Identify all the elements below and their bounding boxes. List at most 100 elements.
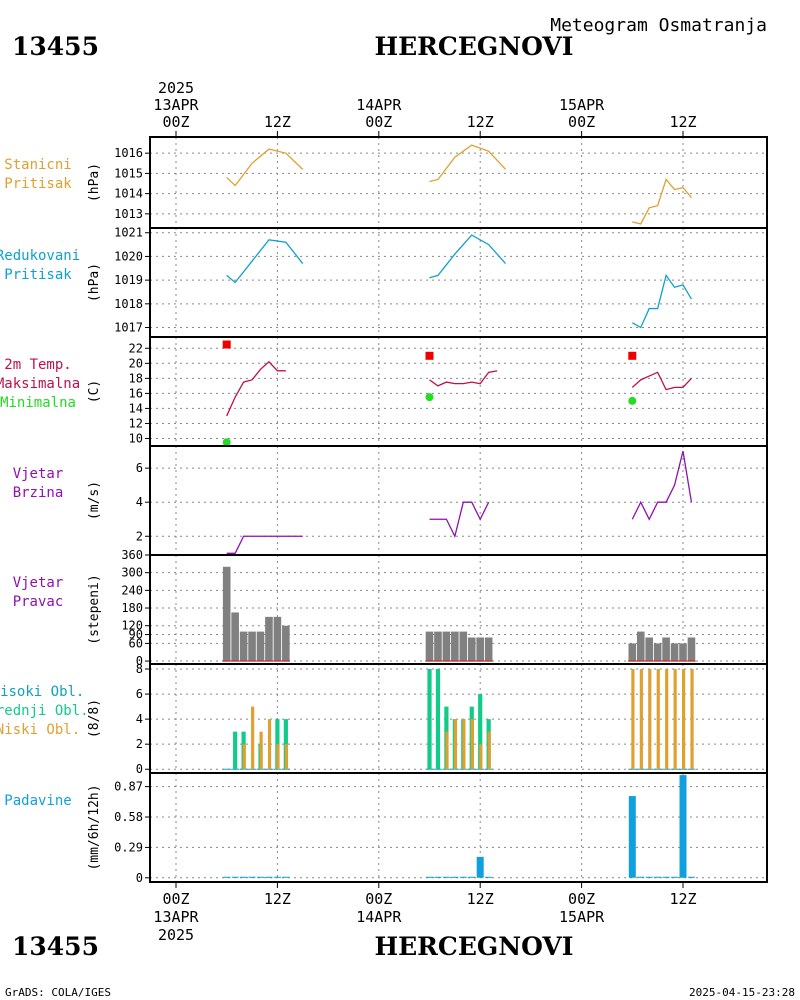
y-tick-label: 0 <box>136 762 143 776</box>
precip-bar <box>240 876 248 878</box>
cloud-bar <box>462 719 466 770</box>
panel-label-line: Padavine <box>4 793 71 809</box>
hour-label-bottom: 12Z <box>669 890 696 908</box>
wind-dir-bar <box>222 566 231 662</box>
panel-label-line: Niski Obl. <box>0 722 80 738</box>
precip-bar <box>687 876 695 878</box>
panel-label-line: Brzina <box>13 485 64 501</box>
panel-label-line: Pritisak <box>4 267 72 283</box>
day-label-bottom: 15APR <box>559 908 605 926</box>
panel-label-line: 2m Temp. <box>4 357 71 373</box>
precip-bar <box>662 876 670 878</box>
y-unit-label: (stepeni) <box>87 574 102 644</box>
hour-label-top: 12Z <box>669 113 696 131</box>
wind-dir-bar <box>670 643 679 662</box>
tmin-marker <box>222 438 231 447</box>
panel-1: 1013 1014 1015 1016 (hPa) Stanicni Pritisak <box>4 136 768 229</box>
wind-dir-bar <box>282 625 290 662</box>
precip-bar <box>257 876 264 878</box>
cloud-bar <box>435 669 441 770</box>
tmin-marker <box>628 396 637 405</box>
wind-dir-bar <box>273 616 282 662</box>
y-tick-label: 0.58 <box>114 810 143 824</box>
series-line <box>429 144 507 183</box>
wind-dir-bar <box>265 616 273 662</box>
series-line <box>429 501 490 539</box>
y-tick-label: 1013 <box>114 207 143 221</box>
y-tick-label: 8 <box>136 662 143 676</box>
cloud-bar <box>276 744 280 770</box>
station-name-top: HERCEGNOVI <box>374 32 573 61</box>
day-label-top: 14APR <box>356 96 402 114</box>
y-tick-label: 1021 <box>114 226 143 240</box>
y-tick-label: 1014 <box>114 187 143 201</box>
cloud-bar <box>478 694 483 770</box>
precip-bar <box>231 876 239 878</box>
precip-bar <box>248 876 256 878</box>
wind-dir-bar <box>451 631 459 662</box>
hour-label-bottom: 00Z <box>365 890 392 908</box>
day-label-top: 13APR <box>153 96 199 114</box>
hour-label-bottom: 12Z <box>264 890 291 908</box>
cloud-bar <box>656 669 660 770</box>
y-tick-label: 0 <box>136 871 143 885</box>
panel-label-line: Srednji Obl. <box>0 703 89 719</box>
hour-label-top: 00Z <box>162 113 189 131</box>
y-tick-label: 1017 <box>114 321 143 335</box>
cloud-bar <box>648 669 652 770</box>
y-tick-label: 6 <box>136 461 143 475</box>
product-title: Meteogram Osmatranja <box>550 15 767 36</box>
y-tick-label: 12 <box>129 416 143 430</box>
wind-dir-bar <box>636 631 645 662</box>
wind-dir-bar <box>628 643 637 662</box>
precip-bar <box>679 775 687 878</box>
y-unit-label: (m/s) <box>87 481 102 520</box>
y-unit-label: (mm/6h/12h) <box>87 784 102 870</box>
precip-bar <box>459 876 467 878</box>
series-line <box>226 360 286 417</box>
y-tick-label: 300 <box>121 566 143 580</box>
wind-dir-bar <box>484 637 493 662</box>
y-unit-label: (hPa) <box>87 263 102 302</box>
panel-frame <box>149 336 768 447</box>
wind-dir-bar <box>239 631 248 662</box>
hour-label-bottom: 12Z <box>467 890 494 908</box>
tmax-marker <box>425 351 434 360</box>
wind-dir-bar <box>442 631 451 662</box>
cloud-bar <box>259 731 263 770</box>
wind-dir-bar <box>256 631 265 662</box>
series-line <box>631 273 693 329</box>
timestamp-label: 2025-04-15-23:28 <box>689 986 795 999</box>
panel-6: 0 2 4 6 8 (8/8)Visoki Obl. Srednji Obl. Niski O… <box>0 662 768 776</box>
panel-7: 0 0.29 0.58 0.87 (mm/6h/12h) Padavine <box>4 772 768 885</box>
series-line <box>429 234 507 279</box>
cloud-bar <box>251 706 255 770</box>
y-tick-label: 1015 <box>114 166 143 180</box>
y-tick-label: 1018 <box>114 297 143 311</box>
hour-label-top: 12Z <box>467 113 494 131</box>
cloud-bar <box>665 669 669 770</box>
panel-label-line: Minimalna <box>0 395 76 411</box>
panel-label-line: Pritisak <box>4 176 72 192</box>
panel-label-line: Pravac <box>13 594 64 610</box>
y-tick-label: 90 <box>129 628 143 642</box>
series-line <box>631 371 692 391</box>
y-unit-label: (hPa) <box>87 163 102 202</box>
cloud-bar <box>682 669 686 770</box>
precip-bar <box>671 876 679 878</box>
cloud-bar <box>487 731 491 770</box>
station-id-bottom: 13455 <box>12 932 99 961</box>
precip-bar <box>265 876 273 878</box>
panel-label-line: Vjetar <box>13 466 64 482</box>
wind-dir-bar <box>645 637 653 662</box>
panel-frame <box>149 136 768 229</box>
cloud-bar <box>242 744 246 770</box>
wind-dir-bar <box>679 643 687 662</box>
y-tick-label: 60 <box>129 636 143 650</box>
day-label-bottom: 14APR <box>356 908 402 926</box>
y-tick-label: 2 <box>136 529 143 543</box>
y-tick-label: 6 <box>136 687 143 701</box>
wind-dir-bar <box>434 631 442 662</box>
cloud-bar <box>267 719 272 770</box>
